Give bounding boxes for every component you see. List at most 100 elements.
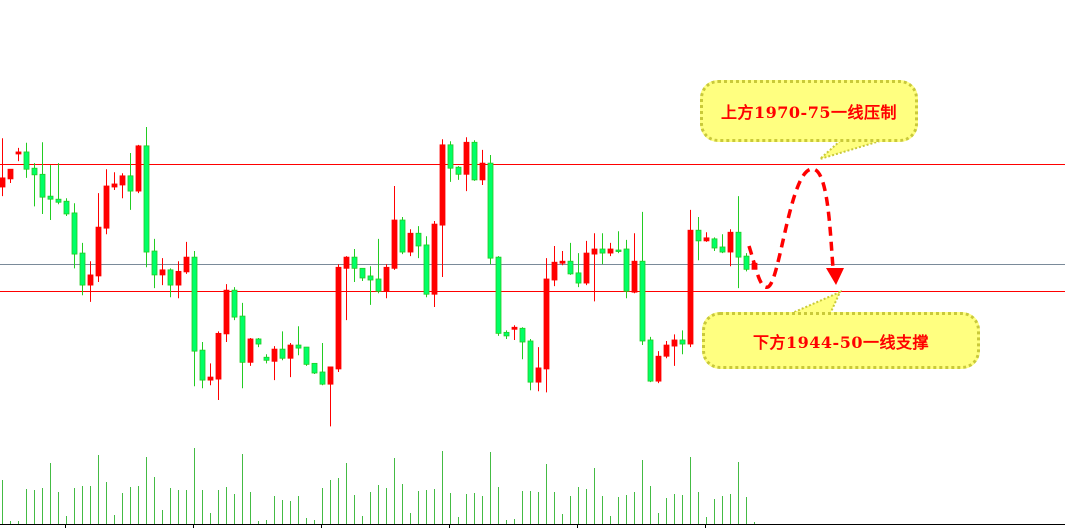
candle-body <box>159 269 166 276</box>
candle-body <box>55 198 62 203</box>
candle-body <box>119 175 126 186</box>
candle-body <box>703 237 710 242</box>
candle-body <box>471 141 478 181</box>
candle-up <box>383 264 390 299</box>
candle-body <box>599 248 606 254</box>
candle-body <box>151 250 158 276</box>
candle-body <box>103 185 110 229</box>
candle-body <box>527 340 534 383</box>
candle-up <box>215 331 222 400</box>
candle-down <box>639 211 646 346</box>
candle-down <box>23 142 30 178</box>
candle-down <box>143 127 150 268</box>
callout-top-tail <box>819 140 881 160</box>
candle-down <box>55 163 62 205</box>
candle-body <box>167 269 174 286</box>
candle-body <box>631 260 638 293</box>
candle-body <box>407 232 414 253</box>
volume-bars <box>2 448 755 524</box>
candle-up <box>159 258 166 286</box>
candle-up <box>407 229 414 257</box>
candle-up <box>439 139 446 277</box>
candle-body <box>639 260 646 342</box>
candle-down <box>367 266 374 305</box>
candle-down <box>263 354 270 364</box>
candle-up <box>463 137 470 192</box>
candle-body <box>263 356 270 361</box>
candle-up <box>223 284 230 343</box>
candle-body <box>7 168 14 180</box>
candle-body <box>551 261 558 281</box>
candle-up <box>247 337 254 366</box>
candle-down <box>679 330 686 355</box>
candle-down <box>295 326 302 356</box>
candle-up <box>431 221 438 307</box>
candle-body <box>175 270 182 286</box>
candle-body <box>335 266 342 370</box>
arrow-head-icon <box>826 268 844 285</box>
candle-body <box>399 219 406 253</box>
candle-body <box>415 232 422 247</box>
candle-body <box>351 256 358 269</box>
candle-down <box>575 253 582 288</box>
candle-body <box>607 248 614 254</box>
candle-body <box>143 145 150 253</box>
candle-body <box>743 255 750 270</box>
candle-up <box>687 209 694 348</box>
candle-up <box>7 168 14 183</box>
candle-body <box>279 348 286 359</box>
support-callout: 下方1944-50一线支撑 <box>702 312 980 369</box>
candle-body <box>311 362 318 374</box>
candle-down <box>167 268 174 298</box>
horizontal-lines <box>0 164 1065 292</box>
candle-body <box>199 349 206 381</box>
candle-body <box>255 338 262 345</box>
resistance-callout: 上方1970-75一线压制 <box>700 80 918 142</box>
candle-up <box>551 245 558 287</box>
candle-body <box>319 371 326 385</box>
candle-up <box>103 169 110 235</box>
forecast-arrow <box>747 167 844 289</box>
candle-up <box>175 261 182 299</box>
candles <box>0 127 758 427</box>
candle-body <box>71 212 78 255</box>
candle-up <box>607 242 614 257</box>
candle-up <box>343 256 350 321</box>
candle-down <box>303 346 310 366</box>
candle-down <box>743 253 750 272</box>
candle-down <box>63 198 70 216</box>
candle-down <box>351 249 358 283</box>
candle-up <box>655 351 662 384</box>
candle-down <box>375 238 382 294</box>
candle-up <box>671 334 678 366</box>
candle-body <box>0 177 6 188</box>
candle-body <box>439 144 446 226</box>
candle-up <box>479 149 486 185</box>
candle-body <box>695 229 702 242</box>
candle-down <box>39 142 46 214</box>
candle-body <box>207 376 214 381</box>
candle-up <box>543 258 550 393</box>
candle-body <box>583 252 590 284</box>
candle-body <box>47 195 54 200</box>
candle-body <box>623 248 630 292</box>
candle-body <box>719 246 726 253</box>
candle-body <box>503 331 510 337</box>
candle-up <box>591 233 598 302</box>
candle-down <box>711 237 718 252</box>
candle-body <box>423 244 430 295</box>
candle-body <box>23 151 30 170</box>
candle-up <box>183 241 190 274</box>
resistance-text: 上方1970-75一线压制 <box>721 103 897 122</box>
candle-body <box>343 256 350 269</box>
candle-up <box>0 138 6 197</box>
candle-body <box>591 248 598 255</box>
candle-body <box>679 339 686 345</box>
callout-bottom-tail <box>789 290 842 315</box>
candle-down <box>615 231 622 254</box>
candle-body <box>271 348 278 362</box>
candle-down <box>239 302 246 389</box>
candle-body <box>671 339 678 347</box>
forecast-dashed-path <box>747 167 835 289</box>
candle-body <box>727 231 734 253</box>
